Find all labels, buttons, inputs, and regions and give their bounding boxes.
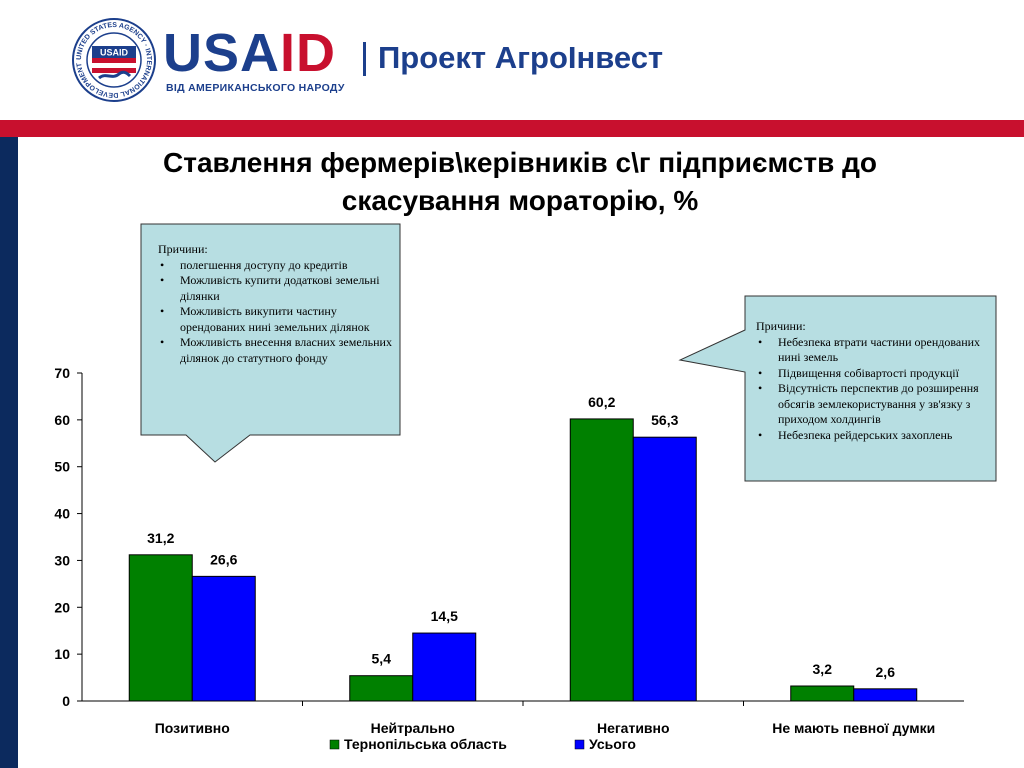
y-tick-label: 30: [54, 552, 70, 568]
y-tick-label: 70: [54, 365, 70, 381]
callout-negative-item: Небезпека рейдерських захоплень: [756, 428, 992, 444]
header: UNITED STATES AGENCY · INTERNATIONAL DEV…: [0, 0, 1024, 120]
y-tick-label: 20: [54, 599, 70, 615]
bar-total: [853, 688, 918, 702]
y-tick-label: 50: [54, 459, 70, 475]
legend-label: Усього: [589, 736, 636, 752]
bar-total: [412, 632, 477, 702]
callout-negative-item: Підвищення собівартості продукції: [756, 366, 992, 382]
bar-ternopil: [569, 418, 634, 702]
callout-negative-item: Небезпека втрати частини орендованих нин…: [756, 335, 992, 366]
y-tick-label: 0: [62, 693, 70, 709]
y-tick-label: 60: [54, 412, 70, 428]
title-line-1: Ставлення фермерів\керівників с\г підпри…: [163, 147, 877, 178]
bar-total: [191, 575, 256, 702]
data-label: 60,2: [588, 394, 615, 410]
data-label: 26,6: [210, 551, 237, 567]
bar-total: [632, 436, 697, 702]
usaid-tagline: ВІД АМЕРИКАНСЬКОГО НАРОДУ: [166, 82, 345, 94]
slide-title: Ставлення фермерів\керівників с\г підпри…: [40, 144, 1000, 220]
seal-center-text: USAID: [100, 48, 129, 58]
legend-label: Тернопільська область: [344, 736, 507, 752]
callout-positive-item: Можливість викупити частину орендованих …: [158, 304, 394, 335]
data-label: 14,5: [431, 608, 458, 624]
data-label: 56,3: [651, 412, 678, 428]
callout-negative-item: Відсутність перспектив до розширення обс…: [756, 381, 992, 428]
callout-negative-heading: Причини:: [756, 319, 806, 333]
y-tick-label: 40: [54, 506, 70, 522]
usaid-logo: USAID: [163, 23, 337, 83]
callout-positive: Причини: полегшення доступу до кредитів …: [158, 242, 394, 366]
bar-ternopil: [790, 685, 855, 702]
red-banner: [0, 120, 1024, 137]
legend-swatch: [574, 739, 585, 750]
bar-ternopil: [128, 554, 193, 702]
callout-positive-item: полегшення доступу до кредитів: [158, 258, 394, 274]
x-category-label: Нейтрально: [371, 720, 455, 736]
project-name: Проект АгроІнвест: [378, 40, 664, 75]
callout-positive-item: Можливість купити додаткові земельні діл…: [158, 273, 394, 304]
legend-swatch: [329, 739, 340, 750]
header-divider: [363, 42, 366, 76]
data-label: 5,4: [372, 651, 392, 667]
x-category-label: Не мають певної думки: [772, 720, 935, 736]
bar-ternopil: [349, 675, 414, 702]
data-label: 3,2: [813, 661, 833, 677]
callout-positive-item: Можливість внесення власних земельних ді…: [158, 335, 394, 366]
x-category-label: Негативно: [597, 720, 670, 736]
y-tick-label: 10: [54, 646, 70, 662]
usaid-seal-logo: UNITED STATES AGENCY · INTERNATIONAL DEV…: [72, 18, 156, 102]
title-line-2: скасування мораторію, %: [341, 185, 699, 216]
data-label: 2,6: [876, 664, 896, 680]
callout-negative: Причини: Небезпека втрати частини орендо…: [756, 319, 992, 443]
left-sidebar-bar: [0, 137, 18, 768]
callout-positive-heading: Причини:: [158, 242, 208, 256]
x-category-label: Позитивно: [155, 720, 230, 736]
data-label: 31,2: [147, 530, 174, 546]
